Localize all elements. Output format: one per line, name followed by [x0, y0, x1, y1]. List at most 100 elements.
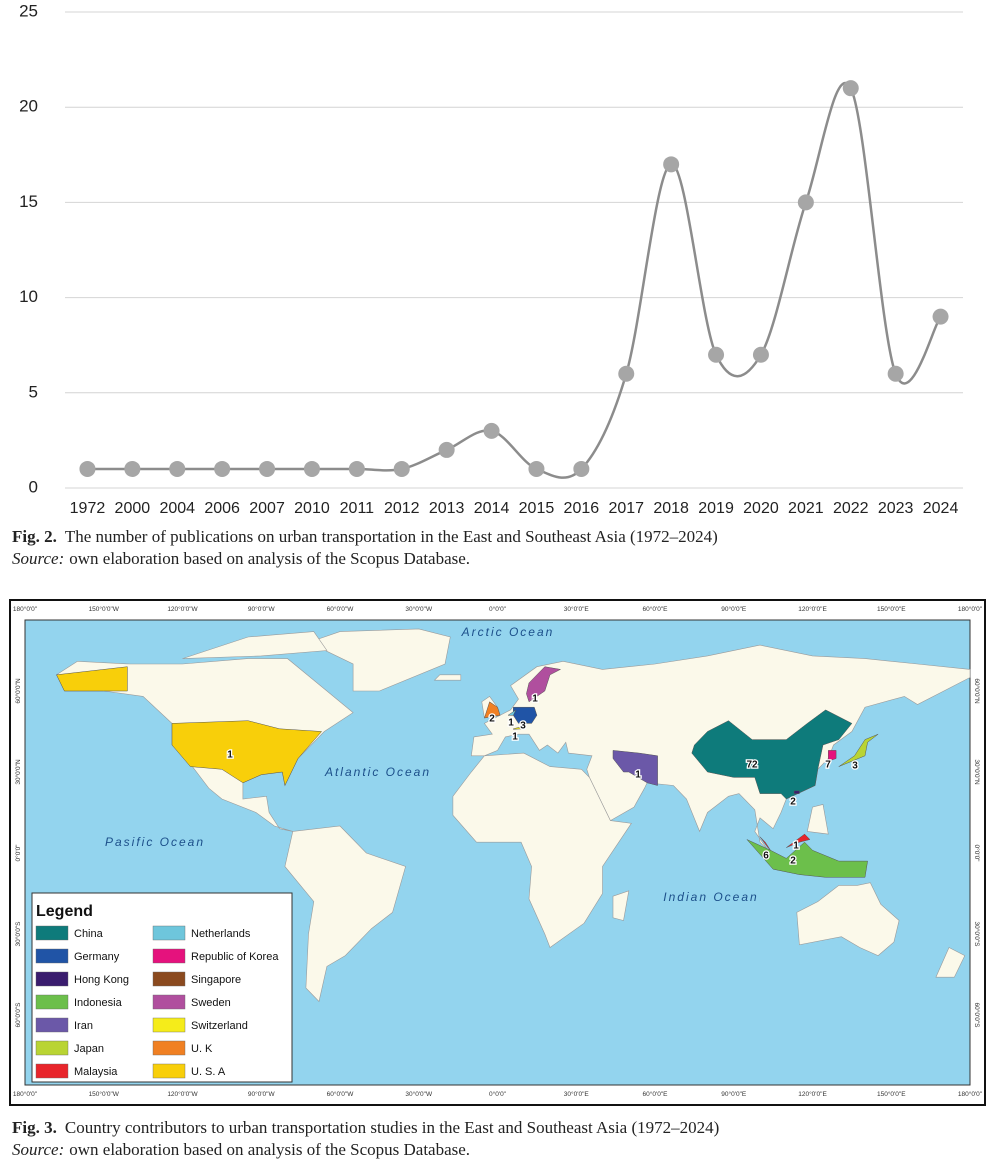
land — [935, 947, 966, 978]
source-label: Source: — [12, 549, 65, 568]
country-count: 1 — [532, 694, 538, 705]
y-tick-label: 20 — [19, 97, 38, 116]
x-tick-label: 2017 — [608, 500, 644, 517]
ocean-label: Pasific Ocean — [105, 835, 205, 849]
legend-label: Hong Kong — [74, 974, 129, 986]
x-tick-label: 2004 — [159, 500, 195, 517]
marker — [348, 460, 365, 477]
legend-swatch — [152, 1040, 186, 1056]
country-region — [746, 839, 868, 878]
longitude-label: 30°0'0"W — [405, 605, 433, 613]
country-count: 3 — [852, 761, 858, 772]
country-count: 7 — [825, 760, 831, 771]
land — [433, 674, 462, 681]
marker — [842, 80, 859, 97]
figure-source: Source: own elaboration based on analysis… — [12, 549, 470, 569]
latitude-label: 30°0'0"N — [14, 759, 22, 785]
country-region — [838, 733, 879, 767]
longitude-label: 60°0'0"E — [643, 1090, 669, 1098]
marker — [169, 460, 186, 477]
marker — [797, 194, 814, 211]
marker — [259, 460, 276, 477]
country-region — [793, 790, 800, 794]
legend-swatch — [152, 1017, 186, 1033]
source-text: own elaboration based on analysis of the… — [69, 1140, 471, 1159]
land — [806, 804, 829, 835]
marker — [79, 460, 96, 477]
x-tick-label: 2006 — [204, 500, 240, 517]
country-count: 6 — [763, 851, 769, 862]
marker — [214, 460, 231, 477]
ocean-label: Indian Ocean — [663, 890, 758, 904]
country-region — [56, 666, 128, 692]
country-region — [513, 725, 525, 730]
country-count: 2 — [790, 797, 796, 808]
legend-swatch — [152, 925, 186, 941]
longitude-label: 60°0'0"E — [643, 605, 669, 613]
source-label: Source: — [12, 1140, 65, 1159]
line — [87, 81, 942, 479]
legend-label: Germany — [74, 951, 120, 963]
legend-swatch — [35, 948, 69, 964]
marker — [303, 460, 320, 477]
country-region — [612, 750, 658, 786]
marker — [393, 460, 410, 477]
longitude-label: 150°0'0"W — [89, 1090, 120, 1098]
legend-swatch — [35, 1040, 69, 1056]
country-region — [484, 701, 501, 719]
y-tick-label: 10 — [19, 287, 38, 306]
y-tick-label: 25 — [19, 1, 38, 20]
y-tick-label: 15 — [19, 192, 38, 211]
latitude-label: 30°0'0"S — [973, 922, 981, 948]
country-region — [526, 666, 562, 703]
marker — [124, 460, 141, 477]
legend-label: U. K — [191, 1043, 213, 1055]
legend-title: Legend — [36, 903, 93, 920]
latitude-label: 60°0'0"N — [973, 678, 981, 704]
x-tick-label: 2020 — [743, 500, 779, 517]
legend-label: Indonesia — [74, 997, 123, 1009]
longitude-label: 60°0'0"W — [327, 605, 355, 613]
longitude-label: 150°0'0"E — [877, 605, 906, 613]
marker — [932, 308, 949, 325]
legend-label: China — [74, 928, 104, 940]
x-tick-label: 2023 — [878, 500, 914, 517]
longitude-label: 120°0'0"E — [798, 605, 827, 613]
longitude-label: 0°0'0" — [489, 605, 507, 613]
land — [284, 825, 406, 1003]
latitude-label: 60°0'0"S — [14, 1002, 22, 1028]
longitude-label: 150°0'0"E — [877, 1090, 906, 1098]
country-count: 2 — [489, 714, 495, 725]
latitude-label: 30°0'0"S — [14, 921, 22, 947]
world-map: 180°0'0"180°0'0"150°0'0"W150°0'0"W120°0'… — [9, 599, 986, 1106]
land — [612, 890, 630, 921]
ocean-label: Arctic Ocean — [461, 625, 555, 639]
figure-caption: Fig. 2. The number of publications on urb… — [12, 527, 718, 547]
legend-swatch — [35, 1063, 69, 1079]
figure-label: Fig. 2. — [12, 527, 57, 546]
x-tick-label: 2019 — [698, 500, 734, 517]
marker — [663, 156, 680, 173]
longitude-label: 120°0'0"E — [798, 1090, 827, 1098]
source-text: own elaboration based on analysis of the… — [69, 549, 471, 568]
longitude-label: 30°0'0"E — [564, 605, 590, 613]
latitude-label: 60°0'0"N — [14, 678, 22, 704]
legend-swatch — [152, 948, 186, 964]
longitude-label: 120°0'0"W — [167, 605, 198, 613]
longitude-label: 90°0'0"E — [721, 605, 747, 613]
x-tick-label: 2007 — [249, 500, 285, 517]
country-count: 1 — [635, 770, 641, 781]
longitude-label: 60°0'0"W — [327, 1090, 355, 1098]
longitude-label: 120°0'0"W — [167, 1090, 198, 1098]
latitude-label: 60°0'0"S — [973, 1003, 981, 1029]
legend-swatch — [152, 971, 186, 987]
country-count: 1 — [227, 750, 233, 761]
ocean-label: Atlantic Ocean — [324, 765, 431, 779]
country-region — [507, 709, 517, 716]
figure-label: Fig. 3. — [12, 1118, 57, 1137]
x-tick-label: 2018 — [653, 500, 689, 517]
longitude-label: 0°0'0" — [489, 1090, 507, 1098]
caption-text: Country contributors to urban transporta… — [64, 1118, 720, 1137]
line-chart: 0 5 10 15 20 25 1972 2000 2004 2006 2007 2010 2011 20… — [19, 1, 963, 517]
